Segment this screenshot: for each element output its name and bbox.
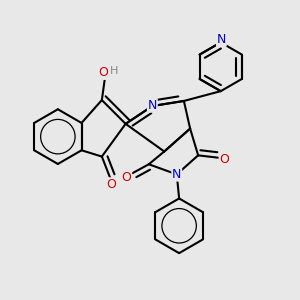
- Text: O: O: [122, 171, 131, 184]
- Text: O: O: [219, 153, 229, 166]
- Text: N: N: [172, 168, 182, 181]
- Text: N: N: [148, 99, 157, 112]
- Text: N: N: [217, 33, 226, 46]
- Text: O: O: [98, 66, 108, 79]
- Text: H: H: [110, 66, 118, 76]
- Text: O: O: [107, 178, 117, 191]
